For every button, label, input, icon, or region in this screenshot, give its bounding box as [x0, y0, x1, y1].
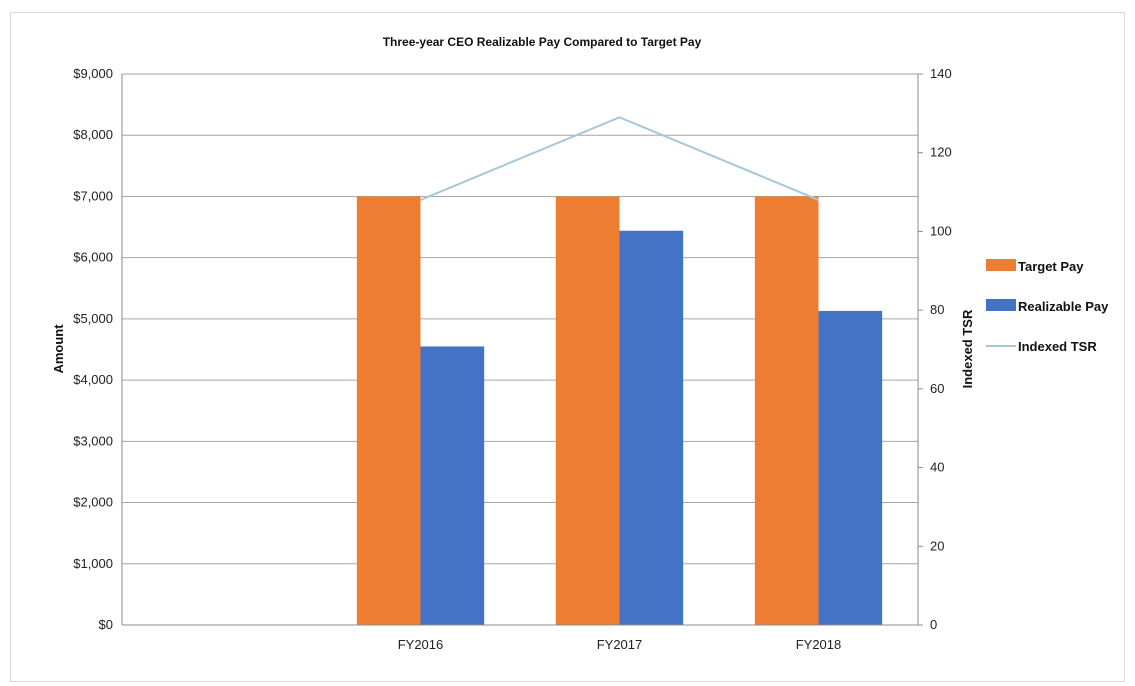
y-tick-label: $3,000 — [73, 433, 113, 448]
y2-tick-label: 60 — [930, 381, 944, 396]
y-tick-label: $9,000 — [73, 66, 113, 81]
legend: Target Pay Realizable Pay Indexed TSR — [986, 259, 1109, 354]
x-tick-label: FY2017 — [597, 637, 643, 652]
bar-realizable-pay-fy2018 — [818, 310, 883, 625]
legend-label-target-pay: Target Pay — [1018, 259, 1084, 274]
axes — [121, 74, 919, 626]
y2-tick-label: 100 — [930, 223, 952, 238]
y-tick-label: $5,000 — [73, 311, 113, 326]
y-tick-label: $1,000 — [73, 556, 113, 571]
chart-title: Three-year CEO Realizable Pay Compared t… — [383, 35, 702, 49]
y2-tick-label: 0 — [930, 617, 937, 632]
legend-swatch-realizable-pay — [986, 299, 1016, 311]
y-tick-label: $4,000 — [73, 372, 113, 387]
y2-axis-title: Indexed TSR — [960, 309, 975, 388]
y-tick-label: $0 — [99, 617, 113, 632]
y2-axis-ticks: 0 20 40 60 80 100 120 140 — [918, 66, 952, 632]
tsr-line-group — [420, 116, 819, 201]
legend-label-indexed-tsr: Indexed TSR — [1018, 339, 1097, 354]
y2-tick-label: 120 — [930, 145, 952, 160]
y-tick-label: $6,000 — [73, 250, 113, 265]
y2-tick-label: 20 — [930, 538, 944, 553]
y2-tick-label: 140 — [930, 66, 952, 81]
bar-realizable-pay-fy2016 — [420, 346, 485, 625]
line-indexed-tsr — [420, 116, 819, 201]
legend-label-realizable-pay: Realizable Pay — [1018, 299, 1109, 314]
bar-target-pay-fy2018 — [754, 196, 819, 625]
bars — [356, 196, 883, 625]
x-tick-label: FY2016 — [398, 637, 444, 652]
y-tick-label: $2,000 — [73, 495, 113, 510]
bar-target-pay-fy2017 — [555, 196, 620, 625]
y-axis-ticks: $0 $1,000 $2,000 $3,000 $4,000 $5,000 $6,000 $7… — [73, 66, 113, 632]
y-tick-label: $7,000 — [73, 188, 113, 203]
bar-realizable-pay-fy2017 — [619, 230, 684, 625]
legend-swatch-target-pay — [986, 259, 1016, 271]
bar-target-pay-fy2016 — [356, 196, 421, 625]
y2-tick-label: 80 — [930, 302, 944, 317]
x-axis-ticks: FY2016 FY2017 FY2018 — [398, 637, 842, 652]
y2-tick-label: 40 — [930, 460, 944, 475]
y-tick-label: $8,000 — [73, 127, 113, 142]
y-axis-title: Amount — [51, 324, 66, 374]
x-tick-label: FY2018 — [796, 637, 842, 652]
